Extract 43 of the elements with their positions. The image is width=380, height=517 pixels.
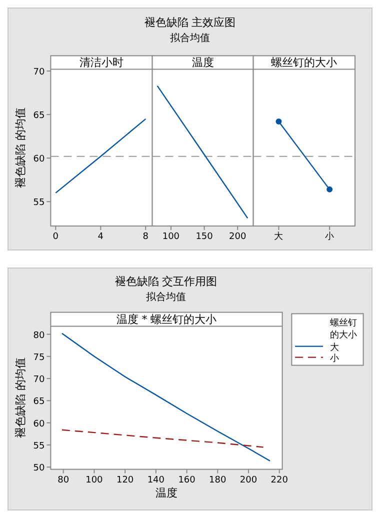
chart-title: 温度 * 螺丝钉的大小 bbox=[116, 312, 217, 326]
x-tick-label: 140 bbox=[147, 475, 165, 486]
x-tick-label: 4 bbox=[98, 232, 104, 242]
text: 褪色缺陷 交互作用图 bbox=[114, 275, 218, 288]
x-tick-label: 小 bbox=[325, 231, 334, 242]
text: 褪色缺陷 主效应图 bbox=[144, 16, 236, 29]
x-tick-label: 100 bbox=[86, 475, 104, 486]
x-tick-label: 200 bbox=[240, 475, 258, 486]
y-tick-label: 55 bbox=[33, 198, 45, 208]
y-tick-label: 80 bbox=[33, 330, 45, 341]
y-tick-label: 60 bbox=[33, 419, 45, 430]
x-tick-label: 220 bbox=[270, 475, 288, 486]
chart-title: 温度 bbox=[192, 56, 214, 69]
x-tick-label: 100 bbox=[162, 232, 180, 242]
y-tick-label: 60 bbox=[33, 154, 45, 165]
line-series bbox=[61, 332, 271, 462]
x-tick-label: 大 bbox=[274, 231, 284, 242]
y-tick-label: 65 bbox=[33, 111, 45, 122]
y-tick-label: 50 bbox=[33, 464, 45, 474]
text: 拟合均值 bbox=[170, 32, 210, 44]
y-axis-title: 褪色缺陷 的均值 bbox=[14, 358, 27, 438]
legend-label: 大 bbox=[330, 342, 339, 353]
legend-title: 螺丝钉的大小 bbox=[330, 317, 357, 340]
line-series bbox=[61, 429, 264, 448]
x-tick-label: 150 bbox=[196, 232, 214, 242]
y-tick-label: 70 bbox=[33, 68, 45, 78]
x-tick-label: 8 bbox=[142, 232, 149, 242]
x-tick-label: 120 bbox=[116, 475, 134, 486]
text: 拟合均值 bbox=[146, 291, 186, 303]
chart-title: 螺丝钉的大小 bbox=[271, 56, 338, 69]
y-tick-label: 65 bbox=[33, 397, 45, 408]
x-tick-label: 200 bbox=[229, 232, 246, 242]
x-tick-label: 80 bbox=[58, 475, 70, 486]
x-tick-label: 160 bbox=[178, 475, 196, 486]
chart-title: 清洁小时 bbox=[80, 56, 124, 69]
y-tick-label: 55 bbox=[33, 441, 45, 452]
y-axis-title: 褪色缺陷 的均值 bbox=[14, 107, 27, 188]
y-tick-label: 70 bbox=[33, 375, 45, 386]
y-tick-label: 75 bbox=[33, 352, 45, 363]
x-tick-label: 0 bbox=[52, 232, 59, 242]
x-tick-label: 180 bbox=[209, 475, 227, 486]
legend-label: 小 bbox=[330, 352, 339, 364]
x-axis-title: 温度 bbox=[156, 486, 178, 500]
